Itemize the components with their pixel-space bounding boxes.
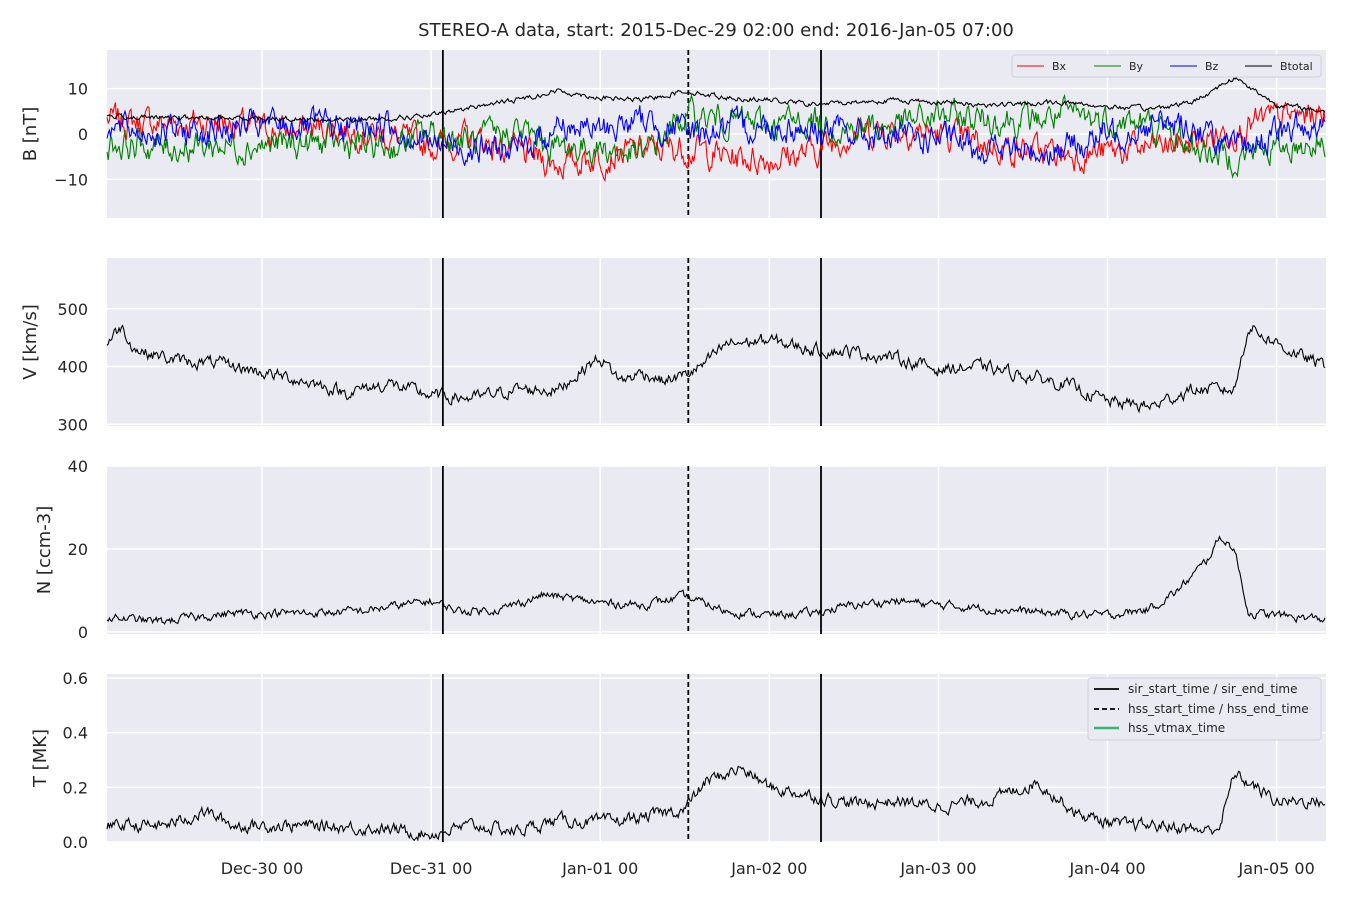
- panel-n-plot-area: [107, 466, 1326, 634]
- panel-b-legend: Bx By Bz Btotal: [1011, 54, 1322, 78]
- panel-b-ylabel: B [nT]: [20, 107, 41, 162]
- panel-n-ytick-label: 40: [68, 457, 88, 476]
- panel-t-ylabel: T [MK]: [30, 729, 51, 788]
- figure-title: STEREO-A data, start: 2015-Dec-29 02:00 …: [418, 20, 1014, 41]
- legend-label-btotal: Btotal: [1280, 60, 1313, 73]
- legend-label-bz: Bz: [1205, 60, 1219, 73]
- panel-n-ylabel: N [ccm-3]: [34, 506, 55, 595]
- x-tick-label: Jan-01 00: [561, 859, 638, 878]
- panel-b-series-by: [106, 93, 1326, 179]
- panel-n: 40 20 0 N [ccm-3]: [34, 457, 1326, 642]
- legend-label-bx: Bx: [1052, 60, 1067, 73]
- panel-t-ytick-label: 0.6: [63, 669, 88, 688]
- event-legend-label-sir: sir_start_time / sir_end_time: [1128, 682, 1298, 696]
- panel-n-ytick-label: 20: [68, 540, 88, 559]
- panel-t-ytick-label: 0.0: [63, 833, 88, 852]
- panel-b-series-btotal: [106, 76, 1326, 123]
- x-tick-label: Jan-03 00: [899, 859, 976, 878]
- event-legend: sir_start_time / sir_end_time hss_start_…: [1087, 677, 1322, 741]
- panel-n-series-line: [106, 535, 1326, 625]
- panel-b-ytick-label: −10: [54, 170, 88, 189]
- panel-v-plot-area: [107, 258, 1326, 426]
- panel-b-ytick-label: 10: [68, 80, 88, 99]
- panel-v-ylabel: V [km/s]: [20, 304, 41, 379]
- panel-n-ytick-label: 0: [78, 623, 88, 642]
- panel-b-ytick-label: 0: [78, 125, 88, 144]
- x-tick-label: Dec-31 00: [390, 859, 473, 878]
- panel-v-ytick-label: 400: [57, 358, 88, 377]
- panel-b: 10 0 −10 B [nT] Bx By Bz Btotal: [20, 50, 1326, 218]
- panel-v-series-line: [106, 324, 1326, 414]
- panel-t-ytick-label: 0.2: [63, 778, 88, 797]
- x-tick-label: Jan-04 00: [1068, 859, 1145, 878]
- x-tick-label: Jan-02 00: [730, 859, 807, 878]
- panel-t-ytick-label: 0.4: [63, 724, 88, 743]
- panel-v-ytick-label: 500: [57, 300, 88, 319]
- panel-v: 500 400 300 V [km/s]: [20, 258, 1326, 434]
- event-legend-label-vtmax: hss_vtmax_time: [1128, 721, 1225, 735]
- panel-b-series-bz: [106, 104, 1326, 166]
- event-legend-box: [1087, 677, 1322, 741]
- panel-t: 0.6 0.4 0.2 0.0 T [MK] sir_start_time / sir…: [30, 669, 1326, 852]
- x-tick-label: Jan-05 00: [1238, 859, 1315, 878]
- panel-v-ytick-label: 300: [57, 415, 88, 434]
- panel-b-legend-box: [1011, 54, 1322, 78]
- event-legend-label-hss: hss_start_time / hss_end_time: [1128, 702, 1309, 716]
- x-axis-ticks: Dec-30 00 Dec-31 00 Jan-01 00 Jan-02 00 Jan-…: [221, 859, 1315, 878]
- legend-label-by: By: [1129, 60, 1144, 73]
- panel-t-series-line: [106, 765, 1326, 842]
- x-tick-label: Dec-30 00: [221, 859, 304, 878]
